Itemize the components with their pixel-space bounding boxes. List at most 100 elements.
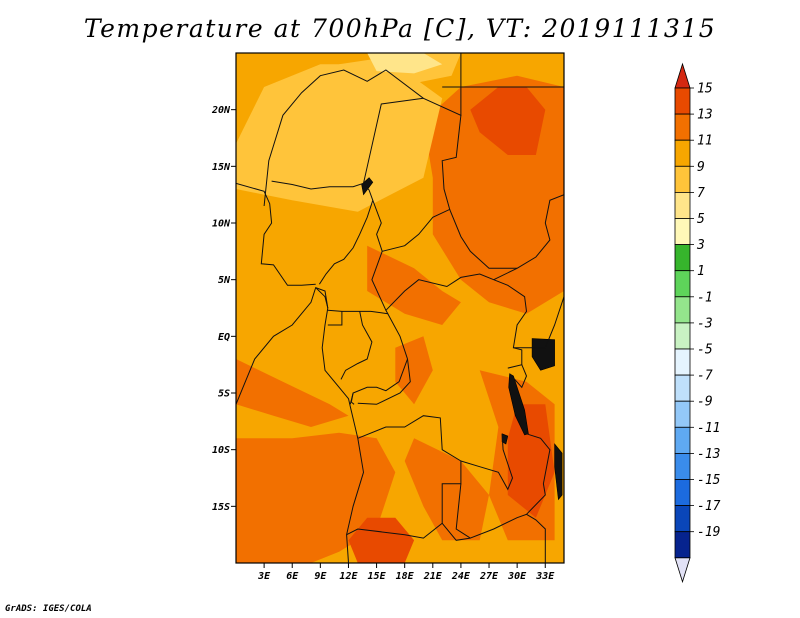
colorbar-swatch (674, 348, 691, 376)
x-tick-label: 27E (479, 571, 499, 582)
colorbar-label: 5 (697, 212, 705, 227)
colorbar-label: 11 (697, 134, 713, 149)
lake-outline (361, 177, 374, 196)
colorbar-label: 9 (697, 160, 705, 175)
colorbar-swatch (674, 426, 691, 454)
x-tick-label: 30E (507, 571, 527, 582)
map-frame (235, 52, 565, 564)
y-tick-label: 20N (211, 105, 231, 116)
country-border (449, 209, 518, 269)
country-border (349, 313, 409, 405)
colorbar-label: -11 (697, 421, 720, 436)
colorbar-label: -13 (697, 447, 720, 462)
colorbar-swatch (674, 322, 691, 350)
country-border (318, 200, 374, 285)
colorbar-label: -5 (697, 343, 713, 358)
x-tick-label: 21E (423, 571, 443, 582)
colorbar-label: -3 (697, 316, 713, 331)
colorbar-top-arrow (674, 62, 691, 89)
colorbar-label: 3 (696, 238, 705, 253)
temperature-zone (348, 517, 415, 563)
y-axis-ticks: 20N 15N 10N 5N EQ 5S 10S 15S (211, 105, 236, 513)
x-tick-label: 9E (314, 571, 327, 582)
x-tick-label: 6E (286, 571, 299, 582)
temperature-zone (236, 359, 349, 427)
temperature-zone (507, 404, 555, 518)
colorbar-swatch (674, 191, 691, 219)
y-tick-label: 10N (212, 219, 231, 230)
colorbar-swatch (674, 218, 691, 246)
colorbar-label: 13 (697, 108, 713, 123)
colorbar-swatch (674, 296, 691, 324)
country-border (271, 180, 374, 201)
country-border (357, 358, 411, 405)
country-border (236, 286, 365, 563)
y-tick-label: 5S (218, 389, 230, 400)
country-border (327, 311, 343, 326)
colorbar-swatch (674, 479, 691, 507)
country-border (346, 415, 462, 539)
temperature-zone (470, 87, 546, 155)
y-tick-label: EQ (218, 332, 230, 343)
colorbar-label: 15 (697, 82, 713, 97)
colorbar-swatch (674, 400, 691, 428)
x-tick-label: 3E (257, 571, 271, 582)
colorbar-label: 7 (697, 186, 705, 201)
colorbar: 15 13 11 9 7 5 3 1 -1 -3 -5 -7 -9 -11 -13 -15 -17 -19 (674, 62, 721, 584)
country-border (340, 311, 373, 380)
y-tick-label: 15S (212, 502, 230, 513)
country-border (441, 522, 471, 541)
colorbar-swatch (674, 139, 691, 167)
y-tick-label: 15N (212, 162, 231, 173)
country-border (236, 182, 316, 286)
x-tick-label: 18E (396, 571, 415, 582)
plot-area (236, 53, 564, 563)
country-border (526, 513, 546, 563)
country-border (460, 433, 514, 491)
country-border (363, 97, 424, 184)
temperature-zone (367, 53, 443, 74)
country-border (327, 309, 389, 315)
colorbar-swatch (674, 374, 691, 402)
x-tick-label: 12E (339, 571, 358, 582)
lake-outline (531, 338, 555, 371)
colorbar-swatch (674, 113, 691, 141)
lake-outline (508, 373, 529, 436)
colorbar-label: -15 (697, 473, 721, 488)
colorbar-label: 1 (697, 264, 705, 279)
colorbar-label: -9 (697, 395, 713, 410)
temperature-zone (236, 64, 443, 212)
x-tick-label: 24E (451, 571, 471, 582)
country-border (513, 296, 564, 349)
x-axis-ticks: 3E 6E 9E 12E 15E 18E 21E 24E 27E 30E 33E (257, 563, 555, 582)
colorbar-label: -1 (697, 290, 713, 305)
temperature-field (236, 53, 564, 563)
colorbar-swatch (674, 531, 691, 559)
x-tick-label: 15E (368, 571, 387, 582)
lake-outline (554, 443, 563, 501)
colorbar-swatch (674, 244, 691, 272)
chart-title: Temperature at 700hPa [C], VT: 201911131… (83, 14, 717, 43)
temperature-zone (404, 438, 489, 541)
colorbar-swatch (674, 452, 691, 480)
country-borders (236, 53, 564, 563)
country-border (371, 251, 494, 312)
colorbar-label: -19 (697, 525, 720, 540)
colorbar-label: -17 (697, 499, 721, 514)
y-tick-label: 10S (212, 445, 230, 456)
colorbar-swatch (674, 270, 691, 298)
colorbar-bottom-arrow (674, 557, 691, 584)
colorbar-label: -7 (697, 369, 713, 384)
colorbar-swatch (674, 165, 691, 193)
x-tick-label: 33E (535, 571, 555, 582)
y-tick-label: 5N (218, 275, 231, 286)
coastline-segment (315, 287, 329, 309)
colorbar-swatch (674, 505, 691, 533)
country-border (493, 279, 528, 369)
country-border (372, 115, 462, 252)
grads-credit: GrADS: IGES/COLA (5, 604, 92, 614)
coastline-segment (350, 392, 355, 405)
colorbar-swatch (674, 87, 691, 115)
country-border (509, 364, 528, 389)
